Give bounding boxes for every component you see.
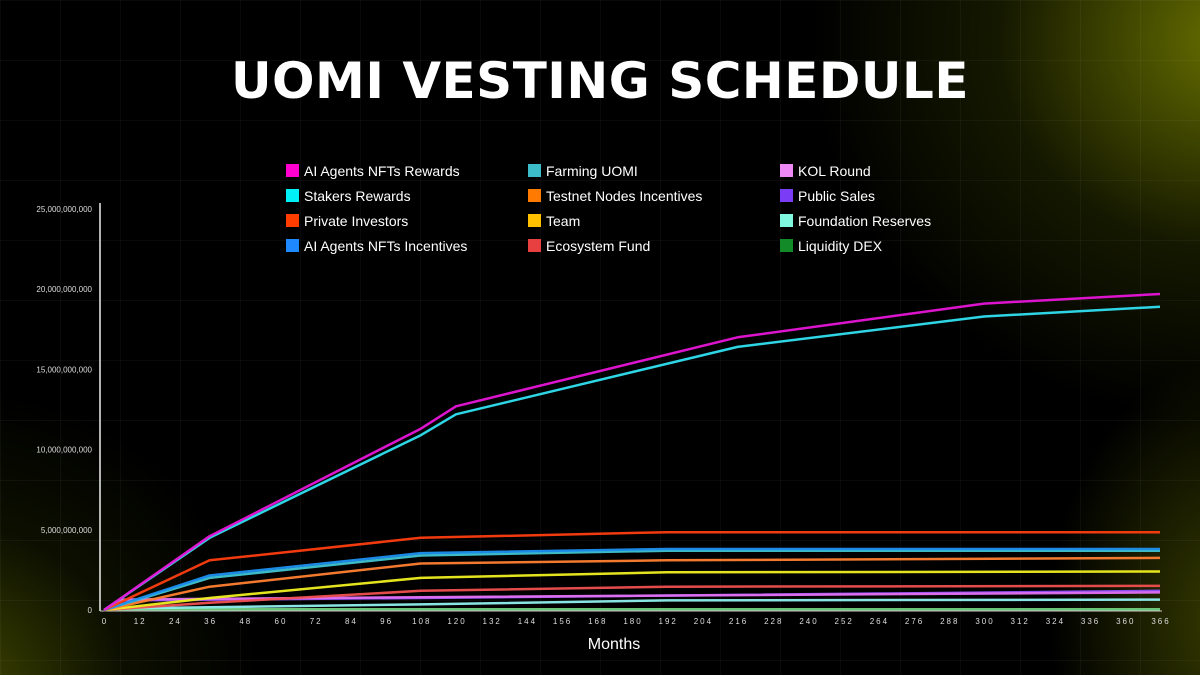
legend-label: Team — [546, 212, 581, 229]
x-tick-label: 324 — [1046, 617, 1065, 626]
legend-label: Foundation Reserves — [798, 212, 932, 229]
x-axis-label: Months — [587, 636, 641, 653]
x-tick-label: 0 — [102, 617, 108, 626]
legend-item: Foundation Reserves — [780, 212, 980, 229]
legend-swatch — [286, 164, 299, 177]
y-tick-label: 10,000,000,000 — [36, 446, 92, 455]
x-tick-label: 360 — [1116, 617, 1135, 626]
series-line-farming-uomi — [103, 549, 1160, 612]
legend-item: Farming UOMI — [528, 162, 780, 179]
legend-swatch — [528, 164, 541, 177]
legend-label: KOL Round — [798, 162, 871, 179]
x-tick-label: 192 — [659, 617, 678, 626]
legend-swatch — [286, 189, 299, 202]
legend-item: Team — [528, 212, 780, 229]
legend-label: Liquidity DEX — [798, 237, 883, 254]
x-tick-label: 312 — [1011, 617, 1030, 626]
series-line-team — [103, 570, 1161, 612]
series-line-private-investors — [103, 530, 1160, 612]
chart-title: UOMI VESTING SCHEDULE — [230, 52, 970, 110]
x-tick-label: 276 — [905, 617, 924, 626]
legend-label: Stakers Rewards — [304, 187, 411, 204]
x-tick-label: 288 — [940, 617, 959, 626]
legend-label: Testnet Nodes Incentives — [546, 187, 703, 204]
series-line-ecosystem-fund — [103, 584, 1161, 612]
x-tick-label: 48 — [239, 617, 252, 626]
legend-swatch — [528, 239, 541, 252]
x-tick-label: 366 — [1151, 617, 1170, 626]
x-tick-label: 252 — [835, 617, 854, 626]
legend-item: KOL Round — [780, 162, 980, 179]
legend-item: AI Agents NFTs Incentives — [286, 237, 528, 254]
x-tick-label: 132 — [483, 617, 502, 626]
x-tick-label: 204 — [694, 617, 713, 626]
x-tick-label: 336 — [1081, 617, 1100, 626]
x-tick-label: 240 — [799, 617, 818, 626]
y-tick-label: 5,000,000,000 — [41, 526, 93, 535]
x-tick-label: 72 — [310, 617, 323, 626]
x-tick-label: 96 — [380, 617, 393, 626]
y-tick-label: 20,000,000,000 — [36, 285, 92, 294]
legend-item: Ecosystem Fund — [528, 237, 780, 254]
legend-swatch — [528, 214, 541, 227]
x-tick-label: 84 — [345, 617, 358, 626]
legend-label: AI Agents NFTs Rewards — [304, 162, 460, 179]
legend-item: Stakers Rewards — [286, 187, 528, 204]
legend-label: AI Agents NFTs Incentives — [304, 237, 468, 254]
legend-swatch — [286, 239, 299, 252]
x-tick-label: 60 — [275, 617, 288, 626]
legend-swatch — [780, 214, 793, 227]
legend-swatch — [528, 189, 541, 202]
x-tick-label: 228 — [764, 617, 783, 626]
x-tick-label: 12 — [134, 617, 147, 626]
x-tick-label: 168 — [588, 617, 607, 626]
series-line-liquidity-dex — [103, 607, 1160, 612]
legend-label: Public Sales — [798, 187, 876, 204]
legend-label: Ecosystem Fund — [546, 237, 651, 254]
series-line-stakers-rewards — [103, 305, 1161, 612]
legend-swatch — [286, 214, 299, 227]
x-tick-label: 216 — [729, 617, 748, 626]
legend-swatch — [780, 239, 793, 252]
legend-item: AI Agents NFTs Rewards — [286, 162, 528, 179]
y-tick-label: 15,000,000,000 — [36, 365, 92, 374]
legend-swatch — [780, 189, 793, 202]
x-tick-label: 180 — [623, 617, 642, 626]
x-tick-label: 156 — [553, 617, 572, 626]
x-tick-label: 264 — [870, 617, 889, 626]
legend-label: Farming UOMI — [546, 162, 638, 179]
x-tick-label: 120 — [447, 617, 466, 626]
x-tick-label: 36 — [204, 617, 217, 626]
x-tick-label: 24 — [169, 617, 182, 626]
x-tick-label: 108 — [412, 617, 431, 626]
legend-item: Private Investors — [286, 212, 528, 229]
legend-item: Liquidity DEX — [780, 237, 980, 254]
x-tick-label: 144 — [518, 617, 537, 626]
legend-item: Public Sales — [780, 187, 980, 204]
series-line-ai-agents-nfts-rewards — [103, 292, 1161, 612]
x-tick-label: 300 — [975, 617, 994, 626]
y-tick-label: 25,000,000,000 — [36, 205, 92, 214]
legend-item: Testnet Nodes Incentives — [528, 187, 780, 204]
y-tick-label: 0 — [88, 606, 93, 615]
legend-swatch — [780, 164, 793, 177]
legend-label: Private Investors — [304, 212, 409, 229]
series-line-ai-agents-nfts-incentives — [103, 547, 1160, 612]
legend: AI Agents NFTs Rewards Farming UOMI KOL Ro… — [286, 162, 986, 254]
series-line-testnet-nodes-incentives — [103, 556, 1161, 612]
